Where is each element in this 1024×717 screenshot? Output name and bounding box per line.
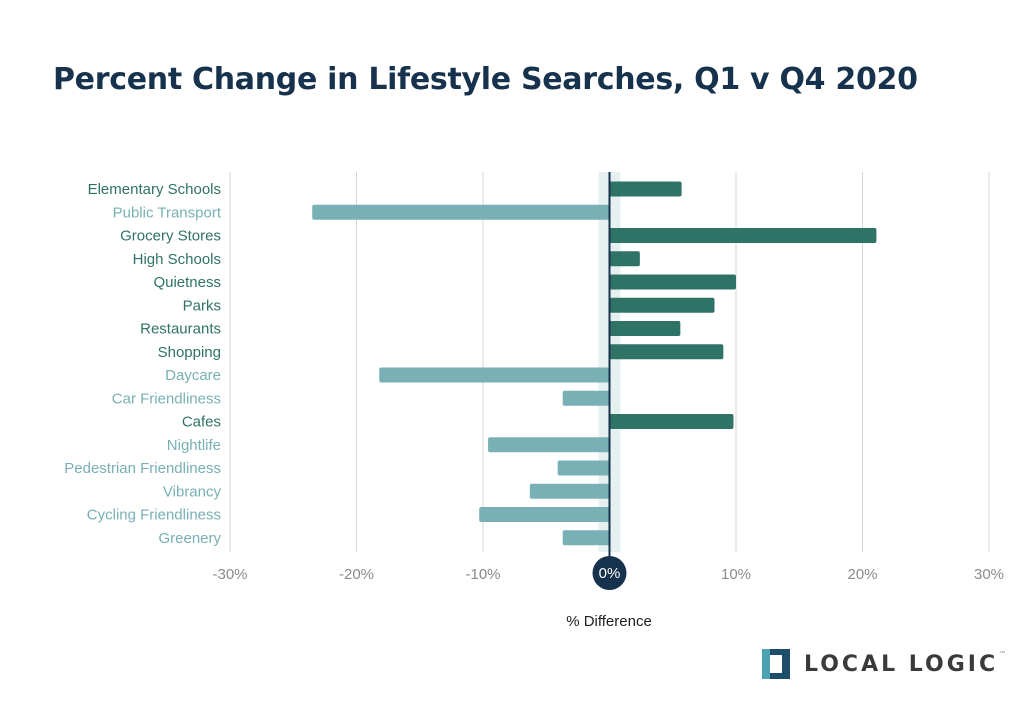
bar-chart: Elementary Schools Public Transport Grocer…: [64, 172, 1004, 630]
local-logic-logo-icon: [762, 649, 790, 679]
bar: [609, 228, 877, 243]
x-tick-label: 10%: [721, 566, 751, 583]
logo-trademark: ™: [999, 651, 1006, 657]
category-label: Daycare: [165, 367, 221, 384]
category-label: Nightlife: [167, 437, 221, 454]
bar: [529, 483, 610, 499]
category-label: High Schools: [133, 251, 221, 268]
bar: [562, 530, 610, 546]
x-tick-label: -10%: [465, 566, 500, 583]
bar: [609, 274, 736, 290]
category-label: Grocery Stores: [120, 228, 221, 245]
x-tick-labels: -30% -20% -10% 0% 10% 20% 30%: [212, 556, 1004, 590]
category-label: Restaurants: [140, 321, 221, 338]
category-label: Parks: [183, 297, 221, 314]
category-label: Elementary Schools: [88, 181, 221, 198]
bar: [609, 414, 734, 429]
bar: [557, 460, 610, 476]
bar: [609, 344, 724, 360]
bar: [609, 251, 640, 267]
x-tick-label: 0%: [599, 565, 621, 582]
category-label: Pedestrian Friendliness: [64, 460, 221, 477]
local-logic-logo: LOCAL LOGIC ™: [760, 647, 1005, 681]
bar: [312, 204, 610, 220]
category-label: Cafes: [182, 414, 221, 431]
category-label: Greenery: [158, 530, 221, 547]
category-label: Car Friendliness: [112, 390, 221, 407]
bar: [609, 181, 682, 197]
bars: [312, 172, 877, 564]
x-tick-label: -20%: [339, 566, 374, 583]
category-label: Quietness: [153, 274, 221, 291]
x-axis-label: % Difference: [566, 613, 652, 630]
bar: [609, 321, 681, 336]
x-tick-label: -30%: [212, 566, 247, 583]
category-label: Vibrancy: [163, 483, 222, 500]
category-label: Shopping: [158, 344, 221, 361]
bar: [479, 507, 610, 522]
bar: [379, 367, 610, 383]
x-tick-label: 20%: [847, 566, 877, 583]
bar: [488, 437, 610, 453]
logo-text: LOCAL LOGIC: [804, 651, 999, 677]
category-labels: Elementary Schools Public Transport Grocer…: [64, 181, 222, 547]
chart-title: Percent Change in Lifestyle Searches, Q1…: [53, 62, 918, 97]
bar: [562, 390, 610, 406]
bar: [609, 297, 715, 313]
category-label: Public Transport: [113, 204, 222, 221]
x-tick-label: 30%: [974, 566, 1004, 583]
category-label: Cycling Friendliness: [87, 507, 221, 524]
zero-tick-badge: [592, 556, 627, 590]
